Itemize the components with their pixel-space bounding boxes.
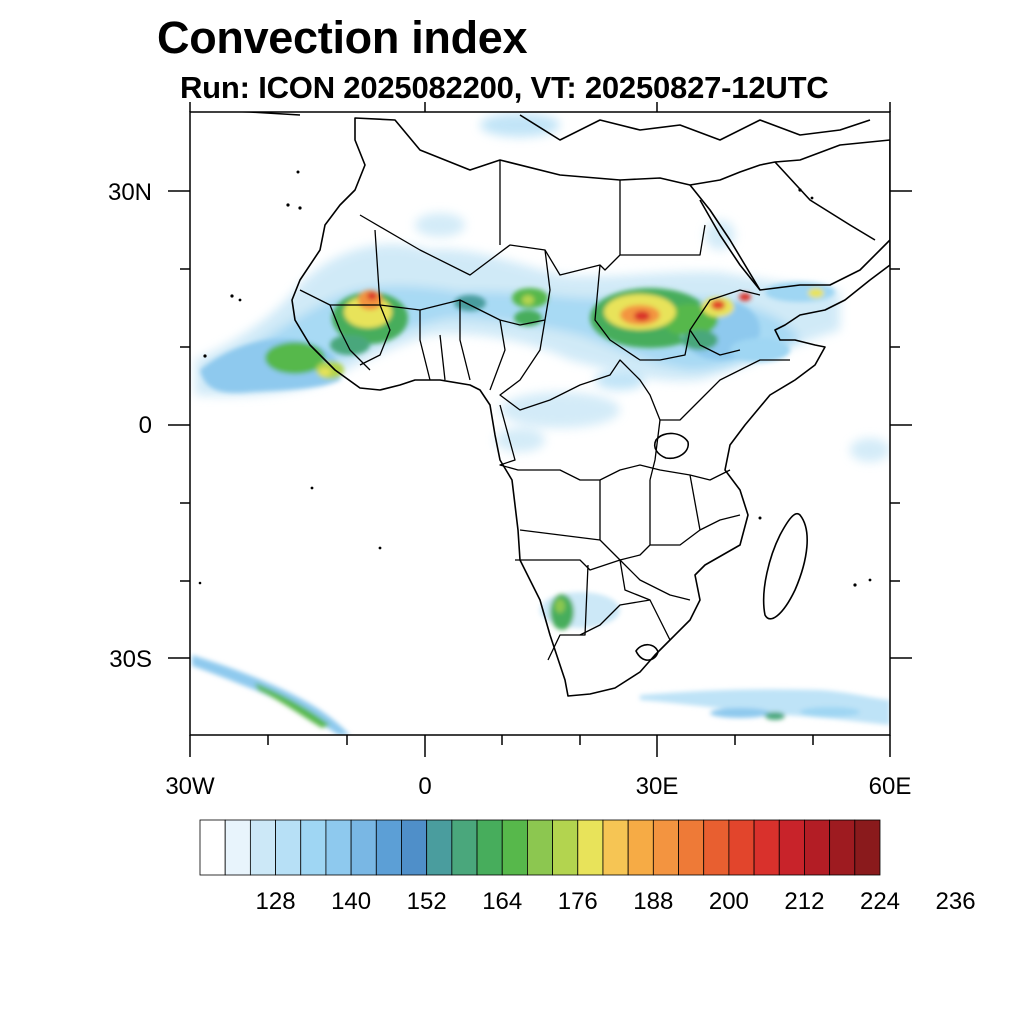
- colorbar-swatch: [854, 819, 881, 876]
- arabia-coast: [699, 161, 890, 291]
- colorbar-label: 176: [557, 888, 598, 915]
- colorbar-swatch: [224, 819, 251, 876]
- colorbar-label: 128: [255, 888, 296, 915]
- y-tick-label-30n: 30N: [107, 179, 152, 206]
- x-tick-label-30w: 30W: [165, 773, 215, 800]
- colorbar-swatch: [652, 819, 679, 876]
- coastlines: [225, 112, 890, 697]
- colorbar-label: 140: [331, 888, 372, 915]
- colorbar-swatch: [375, 819, 402, 876]
- plot-area: [192, 112, 890, 735]
- southern-africa-convection: [540, 592, 620, 630]
- colorbar-swatch: [249, 819, 276, 876]
- central-sahel-core: [454, 288, 548, 326]
- madagascar: [762, 513, 808, 620]
- colorbar-swatch: [703, 819, 730, 876]
- convection-field: [192, 113, 890, 735]
- colorbar-swatch: [275, 819, 302, 876]
- colorbar-label: 164: [482, 888, 523, 915]
- x-tick-label-0: 0: [418, 773, 432, 800]
- red-sea-east: [689, 184, 761, 291]
- colorbar-label: 224: [859, 888, 901, 915]
- colorbar-swatch: [350, 819, 377, 876]
- colorbar-swatch: [778, 819, 805, 876]
- colorbar-swatch: [728, 819, 755, 876]
- colorbar-label: 236: [935, 888, 976, 915]
- colorbar-label: 212: [784, 888, 825, 915]
- colorbar-swatch: [199, 819, 226, 876]
- y-tick-label-30s: 30S: [109, 646, 152, 673]
- colorbar-swatch: [577, 819, 604, 876]
- colorbar-label: 188: [633, 888, 674, 915]
- colorbar-swatch: [451, 819, 478, 876]
- x-tick-label-60e: 60E: [868, 773, 912, 800]
- country-borders: [299, 160, 790, 661]
- axis-ticks: [168, 102, 912, 757]
- plot-frame: [189, 111, 891, 736]
- x-tick-label-30e: 30E: [635, 773, 679, 800]
- colorbar-swatch: [552, 819, 579, 876]
- lesotho: [635, 643, 659, 661]
- colorbar-swatch: [527, 819, 553, 876]
- colorbar-swatch: [426, 819, 453, 876]
- colorbar-swatch: [325, 819, 352, 876]
- atlantic-convection: [200, 338, 344, 393]
- map-title: Convection index: [157, 12, 528, 63]
- colorbar-swatch: [829, 819, 856, 876]
- europe-coast: [225, 112, 871, 141]
- colorbar-swatch: [401, 819, 428, 876]
- southern-ocean-bands: [192, 655, 890, 735]
- colorbar-swatch: [501, 819, 528, 876]
- colorbar: [199, 819, 881, 876]
- map-subtitle: Run: ICON 2025082200, VT: 20250827-12UTC: [180, 70, 829, 105]
- colorbar-swatch: [602, 819, 629, 876]
- colorbar-swatch: [678, 819, 705, 876]
- colorbar-label: 200: [708, 888, 749, 915]
- colorbar-swatch: [627, 819, 654, 876]
- y-tick-label-0: 0: [138, 412, 152, 439]
- colorbar-swatch: [753, 819, 780, 876]
- colorbar-swatch: [476, 819, 503, 876]
- colorbar-swatch: [300, 819, 327, 876]
- colorbar-swatch: [804, 819, 831, 876]
- africa-coastline: [291, 117, 890, 697]
- colorbar-label: 152: [406, 888, 447, 915]
- islands: [198, 170, 872, 587]
- lake-victoria: [653, 432, 689, 460]
